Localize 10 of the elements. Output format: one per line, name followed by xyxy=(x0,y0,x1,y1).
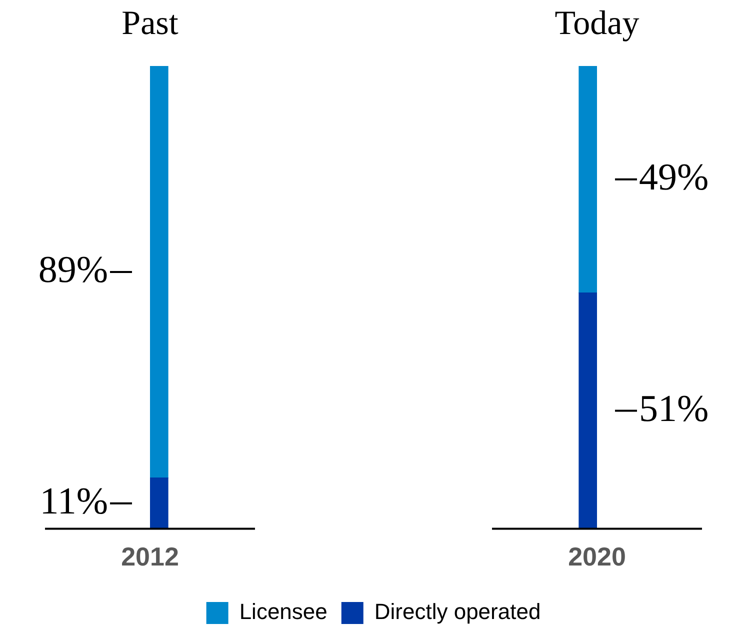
data-label: 89% xyxy=(38,248,108,291)
x-tick-label: 2012 xyxy=(121,542,179,572)
text: Past xyxy=(122,4,179,42)
data-label: 11% xyxy=(40,480,108,522)
data-label: 49% xyxy=(639,156,709,198)
legend-label: Directly operated xyxy=(374,599,541,624)
text: Today xyxy=(554,4,640,42)
legend-label: Licensee xyxy=(239,599,328,624)
x-tick-label: 2020 xyxy=(568,542,626,572)
data-label: 51% xyxy=(639,388,709,430)
